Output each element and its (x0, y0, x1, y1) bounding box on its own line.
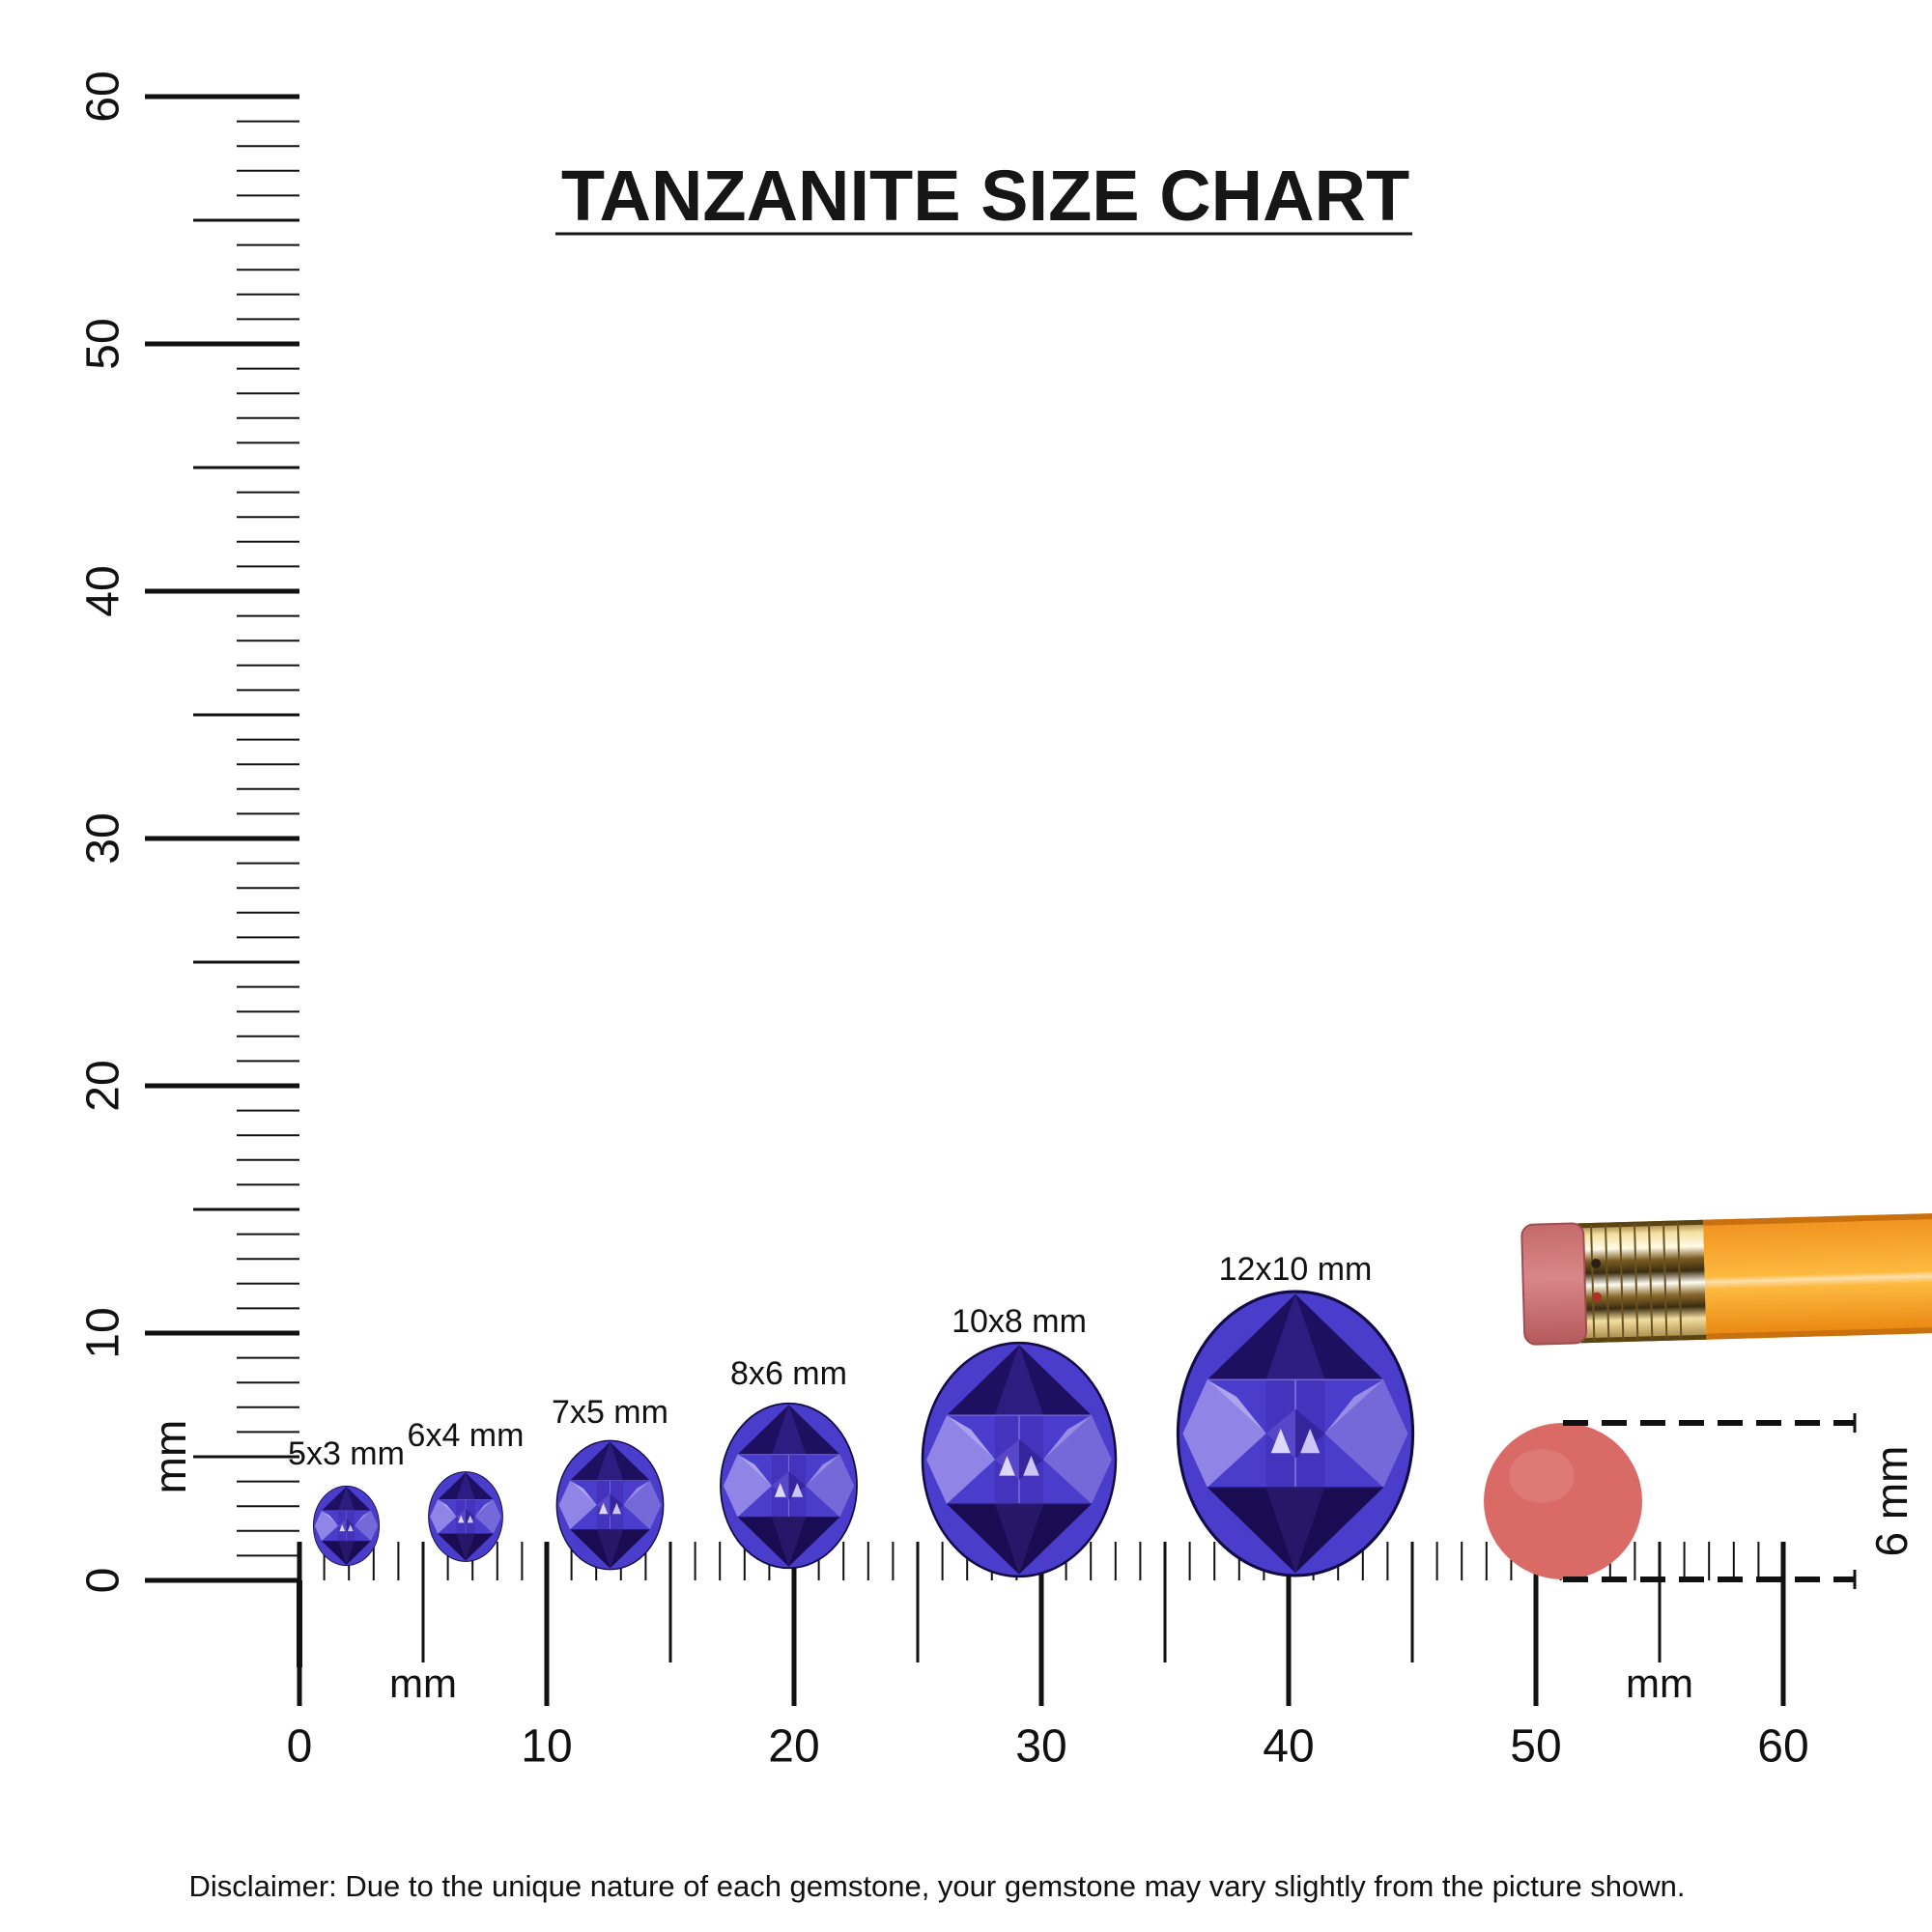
svg-text:20: 20 (768, 1721, 819, 1773)
svg-text:12x10 mm: 12x10 mm (1219, 1251, 1373, 1288)
svg-text:7x5 mm: 7x5 mm (552, 1394, 668, 1431)
svg-text:0: 0 (287, 1721, 313, 1773)
svg-text:30: 30 (78, 812, 129, 864)
svg-text:mm: mm (1626, 1661, 1693, 1706)
svg-text:6x4 mm: 6x4 mm (408, 1417, 525, 1454)
svg-text:50: 50 (1510, 1721, 1561, 1773)
svg-text:Disclaimer: Due to the unique: Disclaimer: Due to the unique nature of … (188, 1869, 1685, 1903)
svg-text:10: 10 (78, 1307, 129, 1358)
svg-text:6 mm: 6 mm (1866, 1446, 1917, 1557)
svg-text:8x6 mm: 8x6 mm (730, 1355, 847, 1392)
svg-text:60: 60 (78, 71, 129, 122)
svg-text:10: 10 (521, 1721, 572, 1773)
svg-text:40: 40 (78, 565, 129, 616)
svg-text:TANZANITE SIZE CHART: TANZANITE SIZE CHART (561, 156, 1409, 236)
svg-text:5x3 mm: 5x3 mm (288, 1435, 405, 1472)
svg-text:30: 30 (1015, 1721, 1066, 1773)
svg-text:40: 40 (1263, 1721, 1314, 1773)
svg-text:10x8 mm: 10x8 mm (952, 1303, 1087, 1340)
svg-text:20: 20 (78, 1060, 129, 1111)
svg-text:50: 50 (78, 318, 129, 369)
svg-text:mm: mm (389, 1661, 457, 1706)
svg-text:0: 0 (78, 1568, 129, 1594)
svg-text:60: 60 (1757, 1721, 1808, 1773)
svg-text:mm: mm (145, 1420, 195, 1494)
